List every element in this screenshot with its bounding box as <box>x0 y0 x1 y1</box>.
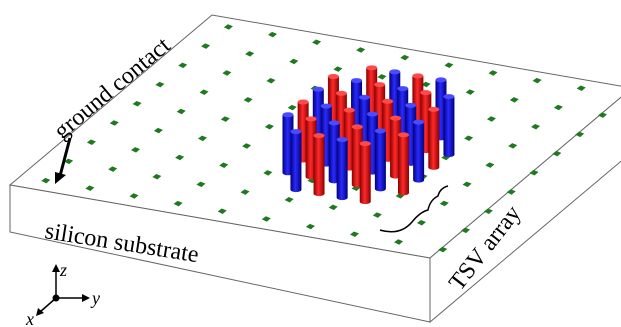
tsv-top <box>398 132 409 137</box>
tsv-top <box>420 90 431 95</box>
tsv-top <box>306 116 317 121</box>
tsv-body <box>337 140 348 201</box>
tsv-top <box>390 116 401 121</box>
tsv-top <box>282 112 293 117</box>
tsv-top <box>351 78 362 83</box>
tsv-top <box>412 73 423 78</box>
tsv-body <box>375 131 386 192</box>
tsv-top <box>344 108 355 113</box>
tsv <box>314 133 325 196</box>
tsv-body <box>314 136 325 197</box>
origin <box>53 295 60 302</box>
tsv <box>443 94 454 157</box>
tsv-body <box>360 144 371 205</box>
tsv-body <box>443 97 454 157</box>
tsv <box>337 137 348 200</box>
tsv <box>375 128 386 191</box>
tsv-top <box>366 65 377 70</box>
tsv-top <box>443 94 454 99</box>
tsv-top <box>359 95 370 100</box>
axis-z: z <box>59 260 67 280</box>
z-arrow <box>52 264 60 272</box>
tsv-body <box>290 132 301 193</box>
axes: z y x <box>25 260 100 327</box>
tsv-body <box>413 122 424 183</box>
y-arrow <box>82 294 90 302</box>
tsv-body <box>398 135 409 196</box>
tsv-top <box>290 129 301 134</box>
tsv-top <box>435 77 446 82</box>
tsv-top <box>314 133 325 138</box>
tsv-top <box>313 87 324 92</box>
tsv-top <box>405 103 416 108</box>
tsv-top <box>389 69 400 74</box>
tsv-top <box>382 99 393 104</box>
tsv-body <box>428 109 439 170</box>
tsv-top <box>337 137 348 142</box>
tsv-top <box>321 104 332 109</box>
tsv <box>360 141 371 204</box>
tsv-top <box>352 124 363 129</box>
tsv-top <box>328 74 339 79</box>
tsv-top <box>374 82 385 87</box>
tsv-top <box>397 86 408 91</box>
tsv-top <box>360 141 371 146</box>
tsv <box>290 129 301 192</box>
tsv <box>428 107 439 170</box>
tsv <box>413 120 424 183</box>
axis-x: x <box>25 309 34 327</box>
tsv-top <box>367 112 378 117</box>
tsv-top <box>375 128 386 133</box>
tsv-top <box>298 100 309 105</box>
tsv-top <box>413 120 424 125</box>
diagram: ground contact silicon substrate TSV arr… <box>0 0 621 327</box>
axis-y: y <box>90 288 100 308</box>
tsv-top <box>329 120 340 125</box>
tsv-top <box>428 107 439 112</box>
tsv-top <box>336 91 347 96</box>
tsv <box>398 132 409 195</box>
